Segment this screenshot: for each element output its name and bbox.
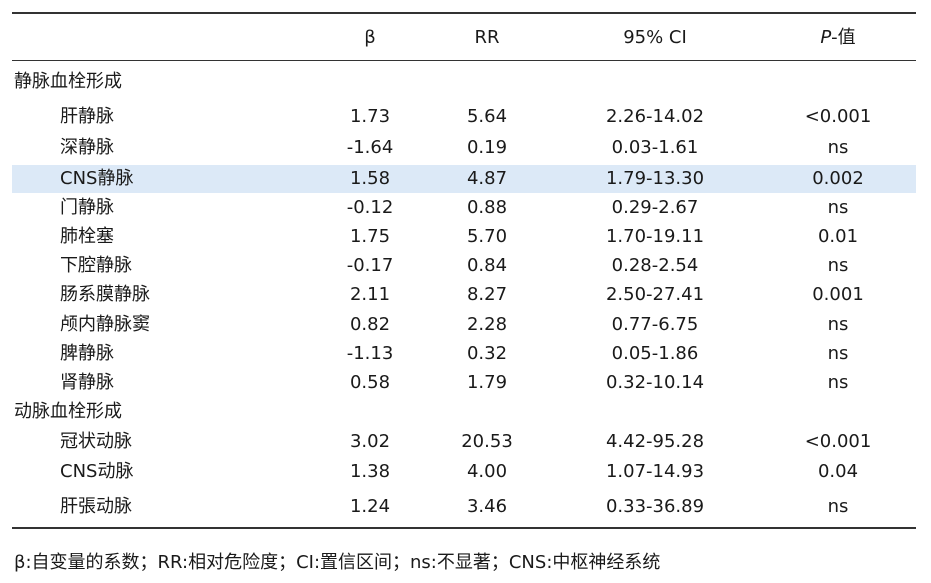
ci: 1.70-19.11 [605,226,705,247]
row-label: 肺栓塞 [60,226,114,247]
rr: 2.28 [466,314,508,335]
header-rule [12,60,916,61]
rr: 4.00 [466,461,508,482]
section-title: 静脉血栓形成 [14,71,122,92]
ci: 2.26-14.02 [605,106,705,127]
p-value: 0.04 [817,461,859,482]
beta: 1.24 [349,496,391,517]
p-value: 0.01 [817,226,859,247]
p-value: <0.001 [804,431,872,452]
p-value: 0.002 [812,168,864,189]
p-value: <0.001 [804,106,872,127]
rr: 8.27 [466,284,508,305]
p-value: ns [827,314,849,335]
header-beta: β [364,27,376,48]
p-value: ns [827,137,849,158]
ci: 4.42-95.28 [605,431,705,452]
row-label: CNS动脉 [60,461,134,482]
p-suffix: -值 [831,27,856,48]
beta: 1.75 [349,226,391,247]
beta: -1.13 [346,343,394,364]
p-value: 0.001 [812,284,864,305]
rr: 3.46 [466,496,508,517]
bottom-rule [12,527,916,529]
ci: 0.33-36.89 [605,496,705,517]
p-value: ns [827,372,849,393]
ci: 0.05-1.86 [611,343,699,364]
beta: -1.64 [346,137,394,158]
ci: 0.77-6.75 [611,314,699,335]
rr: 5.70 [466,226,508,247]
row-label: 肠系膜静脉 [60,284,150,305]
beta: 1.58 [349,168,391,189]
ci: 0.29-2.67 [611,197,699,218]
row-label: 肝静脉 [60,106,114,127]
row-highlight [12,165,916,193]
beta: -0.12 [346,197,394,218]
row-label: 脾静脉 [60,343,114,364]
beta: 1.38 [349,461,391,482]
beta: 0.58 [349,372,391,393]
row-label: 冠状动脉 [60,431,132,452]
p-symbol: P [820,27,832,48]
row-label: CNS静脉 [60,168,134,189]
p-value: ns [827,197,849,218]
beta: 0.82 [349,314,391,335]
rr: 0.32 [466,343,508,364]
rr: 20.53 [461,431,513,452]
p-value: ns [827,343,849,364]
ci: 1.07-14.93 [605,461,705,482]
row-label: 门静脉 [60,197,114,218]
footnote: β:自变量的系数；RR:相对危险度；CI:置信区间；ns:不显著；CNS:中枢神… [14,552,661,573]
rr: 1.79 [466,372,508,393]
rr: 0.88 [466,197,508,218]
header-p: P-值 [820,26,855,50]
p-value: ns [827,255,849,276]
p-value: ns [827,496,849,517]
rr: 0.84 [466,255,508,276]
rr: 4.87 [466,168,508,189]
ci: 1.79-13.30 [605,168,705,189]
beta: 1.73 [349,106,391,127]
row-label: 肾静脉 [60,372,114,393]
section-title: 动脉血栓形成 [14,401,122,422]
rr: 0.19 [466,137,508,158]
top-rule [12,12,916,14]
header-rr: RR [474,27,500,48]
ci: 0.03-1.61 [611,137,699,158]
beta: 3.02 [349,431,391,452]
row-label: 下腔静脉 [60,255,132,276]
beta: 2.11 [349,284,391,305]
ci: 2.50-27.41 [605,284,705,305]
rr: 5.64 [466,106,508,127]
ci: 0.28-2.54 [611,255,699,276]
ci: 0.32-10.14 [605,372,705,393]
header-ci: 95% CI [623,27,687,48]
beta: -0.17 [346,255,394,276]
row-label: 肝張动脉 [60,496,132,517]
row-label: 深静脉 [60,137,114,158]
row-label: 颅内静脉窦 [60,314,150,335]
